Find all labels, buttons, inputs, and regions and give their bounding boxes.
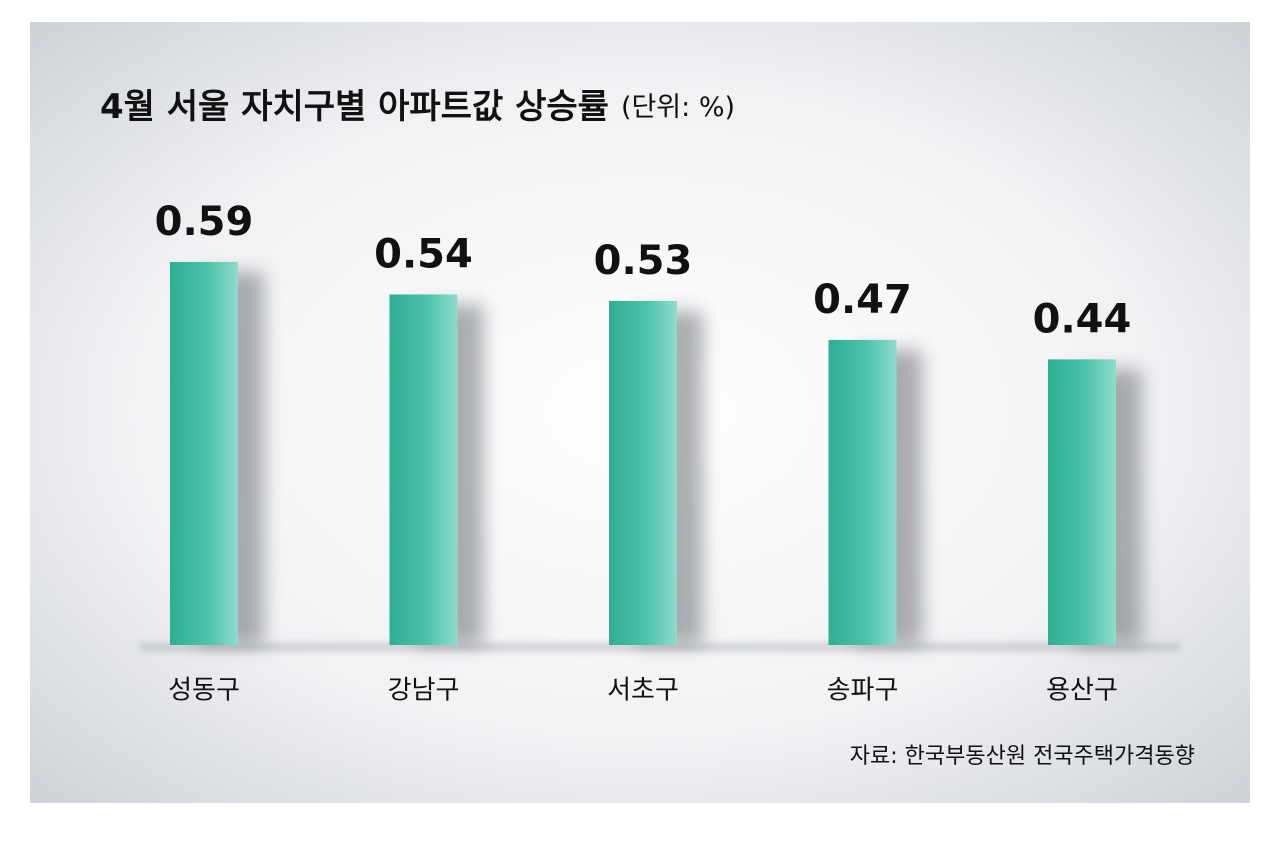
- bars: 0.59 성동구 0.54 강남구 0.53 서초구 0.47 송파구 0.44 용산구: [155, 199, 1142, 706]
- chart-title: 4월 서울 자치구별 아파트값 상승률 (단위: %): [100, 87, 735, 127]
- x-tick-label: 용산구: [1046, 676, 1118, 706]
- value-label: 0.53: [594, 238, 693, 284]
- bar: [1048, 359, 1116, 645]
- x-tick-label: 성동구: [168, 676, 240, 706]
- title: 4월 서울 자치구별 아파트값 상승률: [100, 87, 609, 127]
- value-label: 0.54: [374, 231, 473, 277]
- source: 자료: 한국부동산원 전국주택가격동향: [850, 744, 1195, 769]
- bar: [609, 300, 677, 645]
- value-label: 0.44: [1033, 296, 1132, 342]
- x-tick-label: 송파구: [827, 676, 899, 706]
- bar: [170, 262, 238, 645]
- subtitle: (단위: %): [621, 92, 735, 123]
- bar: [828, 339, 897, 645]
- x-tick-label: 서초구: [607, 676, 679, 706]
- value-label: 0.59: [155, 199, 254, 245]
- bar: [389, 294, 458, 645]
- x-tick-label: 강남구: [388, 676, 460, 706]
- baseline-shadow: [140, 644, 1180, 650]
- value-label: 0.47: [813, 277, 912, 323]
